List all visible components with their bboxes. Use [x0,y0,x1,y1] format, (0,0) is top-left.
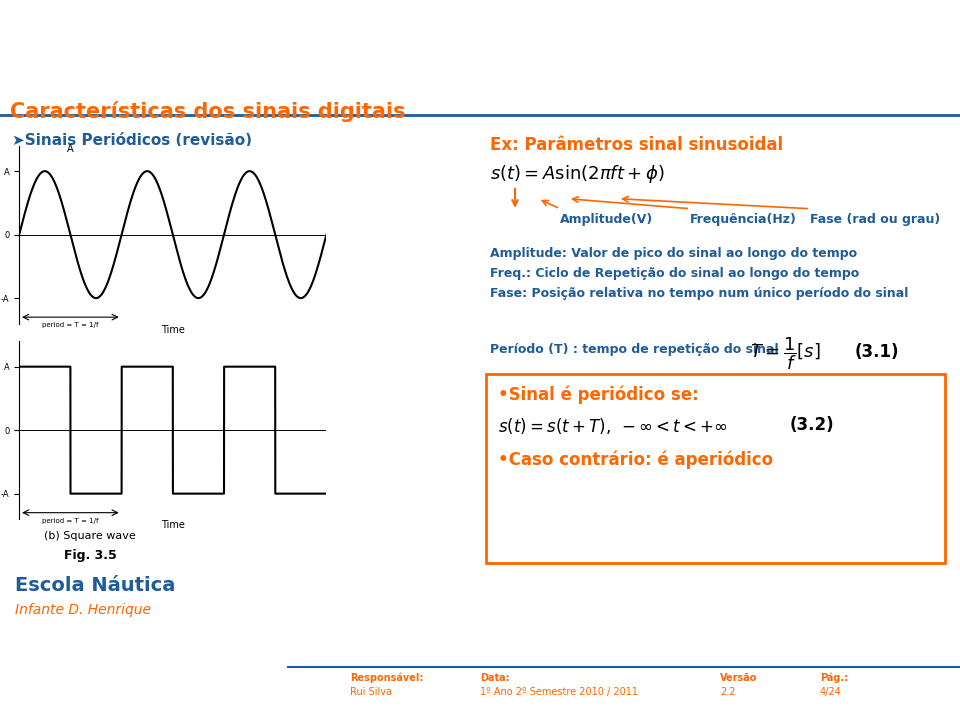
Text: •Sinal é periódico se:: •Sinal é periódico se: [498,386,699,405]
X-axis label: Time: Time [161,325,184,335]
Text: 2.2: 2.2 [720,687,735,697]
Text: Pág.:: Pág.: [820,673,848,683]
Text: •Caso contrário: é aperiódico: •Caso contrário: é aperiódico [498,451,773,469]
Text: Fase: Posição relativa no tempo num único período do sinal: Fase: Posição relativa no tempo num únic… [490,287,908,300]
Text: Interfaces e  transmissão de dados: Interfaces e transmissão de dados [179,23,781,52]
Text: Frequência(Hz): Frequência(Hz) [690,213,797,225]
Text: (a) Sine wave: (a) Sine wave [52,364,129,374]
Text: ➤Sinais Periódicos (revisão): ➤Sinais Periódicos (revisão) [12,133,252,148]
Text: $T = \dfrac{1}{f}[s]$: $T = \dfrac{1}{f}[s]$ [750,336,821,373]
Text: Data:: Data: [480,673,510,683]
Text: Responsável:: Responsável: [350,673,423,683]
Text: Versão: Versão [720,673,757,683]
Text: ✓Análise no domínio do tempo: ✓Análise no domínio do tempo [28,153,290,169]
FancyBboxPatch shape [486,374,945,563]
Text: Freq.: Ciclo de Repetição do sinal ao longo do tempo: Freq.: Ciclo de Repetição do sinal ao lo… [490,267,859,279]
Text: 4/24: 4/24 [820,687,842,697]
Text: Ex: Parâmetros sinal sinusoidal: Ex: Parâmetros sinal sinusoidal [490,136,783,154]
Text: Período (T) : tempo de repetição do sinal: Período (T) : tempo de repetição do sina… [490,343,779,356]
Text: (3.1): (3.1) [855,343,900,360]
Text: Amplitude(V): Amplitude(V) [560,213,653,225]
Text: A: A [67,144,74,154]
X-axis label: Time: Time [161,520,184,530]
Text: (3.2): (3.2) [790,416,834,434]
Text: $s(t) = s(t+T),\;-\infty < t < +\infty$: $s(t) = s(t+T),\;-\infty < t < +\infty$ [498,416,728,436]
Text: Escola Náutica: Escola Náutica [15,576,176,595]
Text: Amplitude: Valor de pico do sinal ao longo do tempo: Amplitude: Valor de pico do sinal ao lon… [490,247,857,260]
Text: Fig. 3.5: Fig. 3.5 [63,549,116,562]
Text: 1º Ano 2º Semestre 2010 / 2011: 1º Ano 2º Semestre 2010 / 2011 [480,687,638,697]
Text: period = T = 1/f: period = T = 1/f [42,518,99,524]
Text: (b) Square wave: (b) Square wave [44,531,136,541]
Text: Rui Silva: Rui Silva [350,687,392,697]
Text: period = T = 1/f: period = T = 1/f [42,322,99,328]
Text: Características dos sinais digitais: Características dos sinais digitais [10,101,405,122]
Text: $s(t) = A\sin(2\pi ft + \phi)$: $s(t) = A\sin(2\pi ft + \phi)$ [490,163,665,185]
Text: Fase (rad ou grau): Fase (rad ou grau) [810,213,940,225]
Text: Infante D. Henrique: Infante D. Henrique [15,603,151,617]
